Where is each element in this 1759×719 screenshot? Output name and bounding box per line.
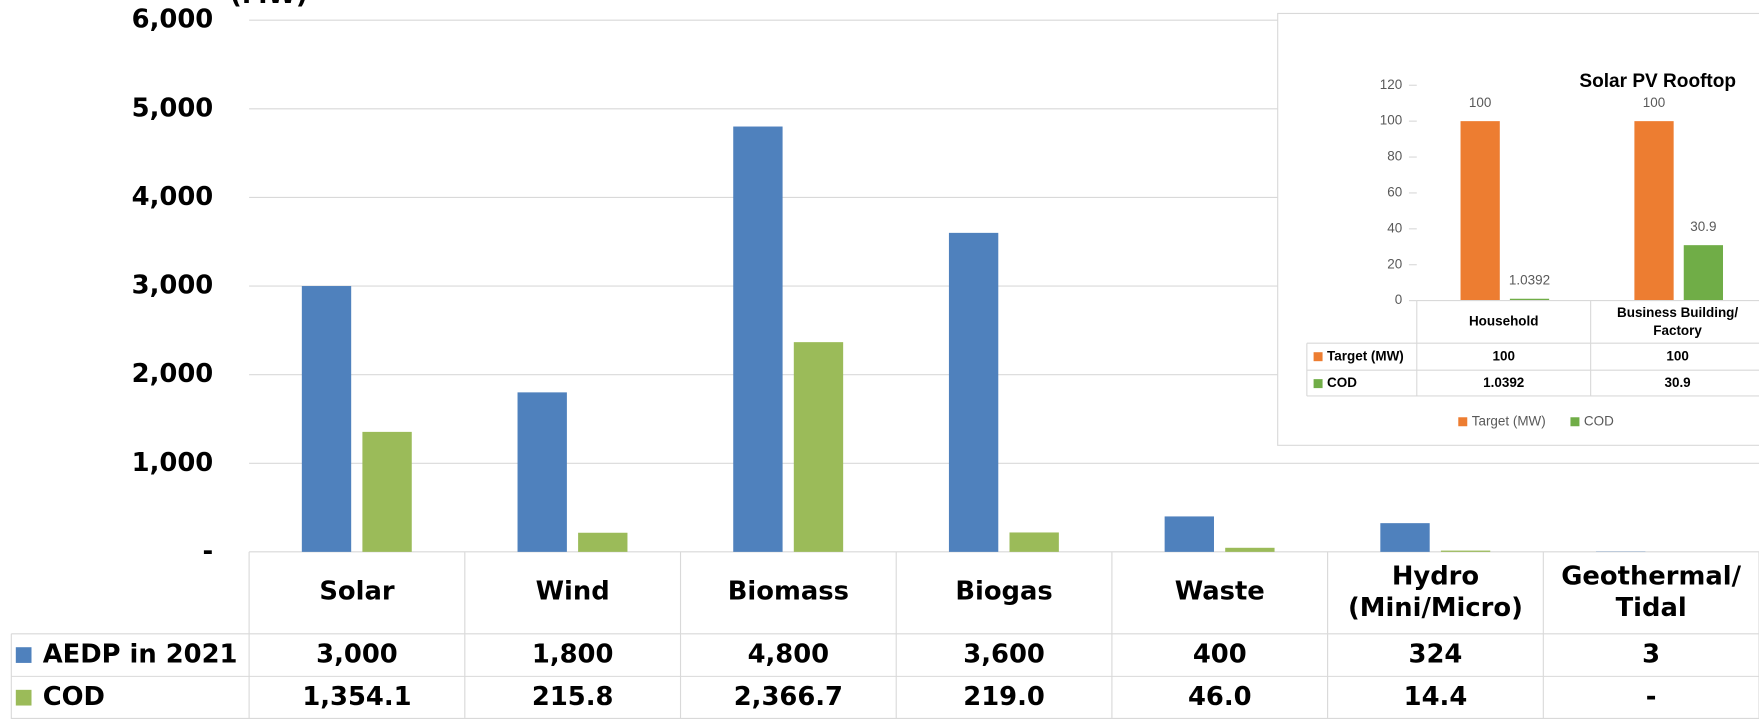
table-value: 100 (1666, 348, 1688, 363)
category-label: Solar (319, 577, 395, 607)
inset-title: Solar PV Rooftop (1579, 71, 1736, 92)
category-label: Hydro (Mini/Micro) (1348, 561, 1523, 622)
category-label: Geothermal/Tidal (1561, 561, 1741, 622)
bar (1440, 550, 1491, 552)
bar (578, 532, 628, 552)
legend-label: Target (MW) (1472, 413, 1546, 428)
table-value: 100 (1492, 348, 1514, 363)
table-value: 46.0 (1188, 682, 1252, 712)
legend-label: COD (1584, 413, 1614, 428)
bar (1225, 547, 1275, 552)
y-tick-label: 2,000 (132, 359, 214, 389)
legend-swatch (1313, 352, 1323, 362)
y-tick-label: 60 (1387, 184, 1402, 199)
bar (1460, 121, 1500, 301)
table-value: 219.0 (963, 682, 1045, 712)
bar (733, 126, 783, 552)
y-tick-label: 120 (1380, 77, 1402, 92)
bar (362, 431, 412, 552)
bar (1634, 121, 1674, 301)
category-label: Wind (536, 577, 610, 607)
legend-label: AEDP in 2021 (43, 640, 238, 670)
category-label: Household (1469, 313, 1539, 328)
y-tick-label: 5,000 (132, 93, 214, 123)
table-value: 4,800 (748, 640, 830, 670)
y-tick-label: 100 (1380, 113, 1402, 128)
y-tick-label: 40 (1387, 220, 1402, 235)
y-tick-label: - (203, 536, 214, 566)
category-label: Biogas (955, 577, 1052, 607)
table-label: COD (1327, 375, 1357, 390)
legend-swatch (15, 647, 32, 663)
table-value: 1,354.1 (302, 682, 411, 712)
table-value: 400 (1193, 640, 1247, 670)
y-tick-label: 20 (1387, 256, 1402, 271)
bar (1009, 532, 1059, 552)
table-value: 14.4 (1404, 682, 1468, 712)
bar (1164, 516, 1214, 552)
y-tick-label: 0 (1395, 292, 1402, 307)
table-value: 3 (1642, 640, 1660, 670)
y-tick-label: 80 (1387, 149, 1402, 164)
y-axis-label: (MW) (230, 0, 308, 10)
category-label: Biomass (728, 577, 849, 607)
bar (1683, 245, 1724, 301)
table-value: 215.8 (532, 682, 614, 712)
table-label: Target (MW) (1327, 348, 1404, 363)
table-value: 30.9 (1664, 375, 1690, 390)
category-label: Business Building/Factory (1617, 305, 1738, 338)
data-label: 1.0392 (1509, 272, 1550, 287)
bar (517, 392, 567, 552)
table-value: 1.0392 (1483, 375, 1524, 390)
bar (948, 232, 999, 552)
table-value: 3,600 (963, 640, 1045, 670)
table-value: - (1646, 682, 1657, 712)
bar (301, 286, 352, 552)
y-tick-label: 1,000 (132, 448, 214, 478)
y-tick-label: 4,000 (132, 182, 214, 212)
bar (1509, 298, 1550, 301)
data-label: 100 (1643, 95, 1665, 110)
legend-swatch (1570, 417, 1580, 427)
legend-label: COD (43, 682, 105, 712)
category-label: Waste (1175, 577, 1265, 607)
data-label: 100 (1469, 95, 1491, 110)
table-value: 1,800 (532, 640, 614, 670)
inset-frame (1277, 12, 1759, 446)
bar (1380, 523, 1430, 552)
legend-swatch (1313, 379, 1323, 389)
y-tick-label: 6,000 (132, 5, 214, 35)
table-value: 3,000 (316, 640, 398, 670)
legend-swatch (15, 689, 32, 706)
table-value: 324 (1409, 640, 1463, 670)
data-label: 30.9 (1690, 219, 1716, 234)
table-value: 2,366.7 (734, 682, 843, 712)
legend-swatch (1458, 417, 1468, 427)
bar (793, 342, 844, 552)
y-tick-label: 3,000 (132, 271, 214, 301)
